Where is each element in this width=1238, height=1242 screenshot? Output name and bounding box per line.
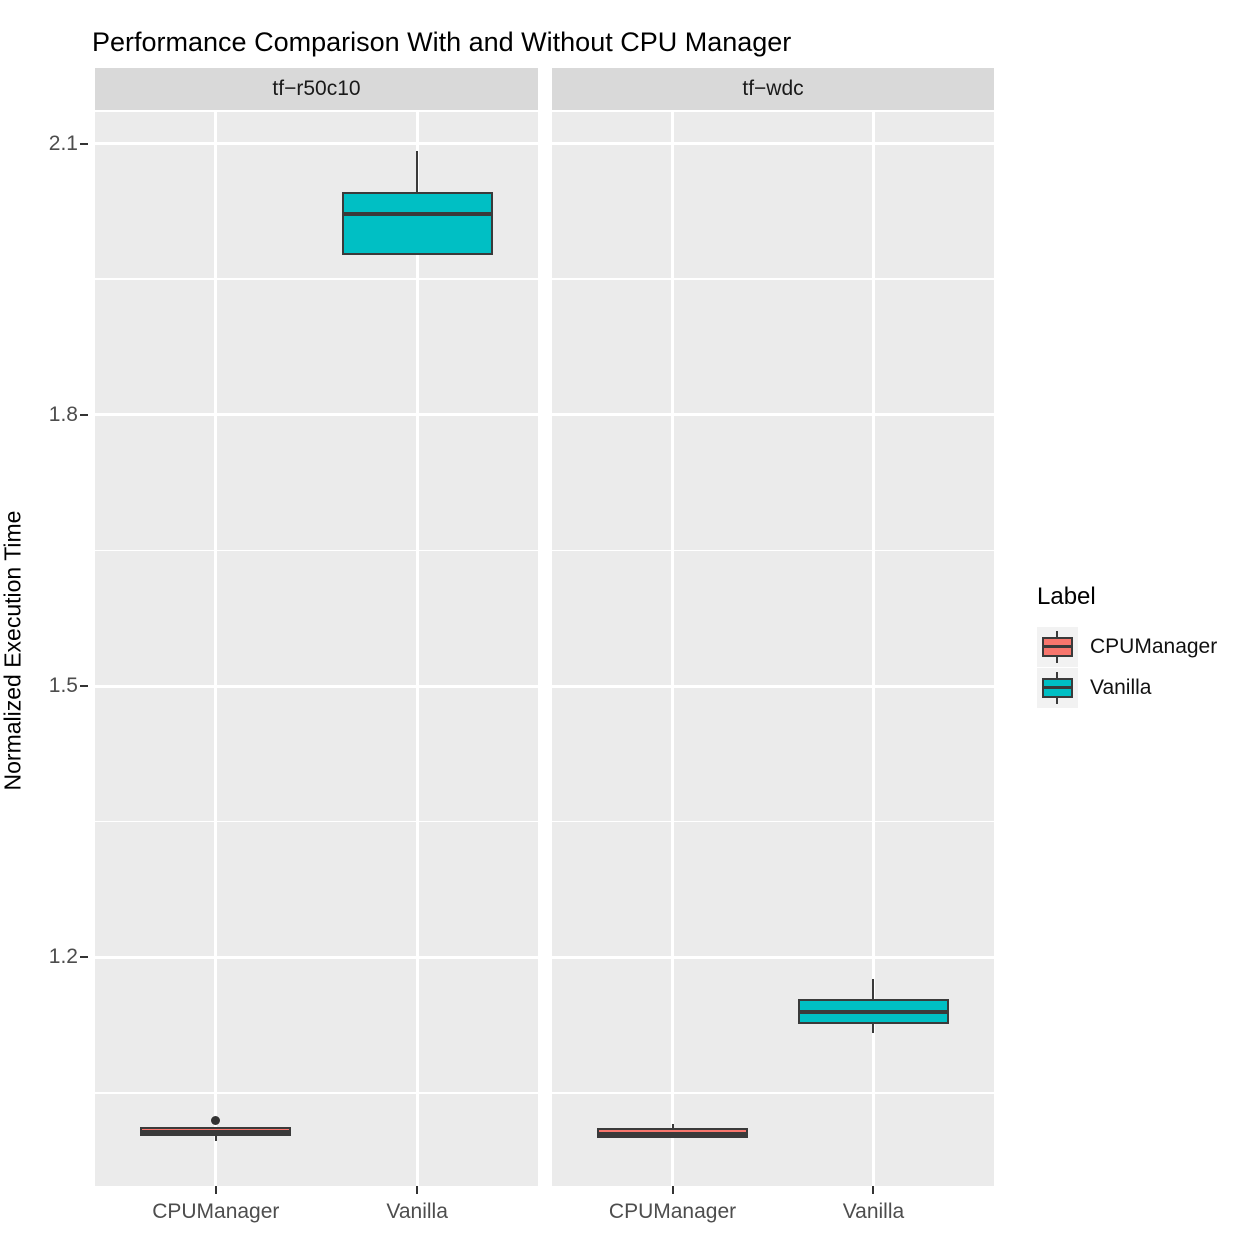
gridline-minor bbox=[95, 820, 538, 823]
chart-title: Performance Comparison With and Without … bbox=[92, 27, 792, 57]
legend-key bbox=[1037, 668, 1078, 708]
x-tick-mark bbox=[416, 1186, 419, 1194]
facet-strip-label: tf−wdc bbox=[742, 77, 804, 100]
x-tick-mark bbox=[872, 1186, 875, 1194]
y-tick-label: 2.1 bbox=[48, 131, 78, 155]
y-tick-label: 1.8 bbox=[48, 402, 78, 426]
gridline-vertical bbox=[415, 112, 419, 1186]
y-tick-mark bbox=[80, 142, 88, 145]
x-tick-mark bbox=[671, 1186, 674, 1194]
facet-strip: tf−wdc bbox=[552, 68, 994, 110]
legend-entries: CPUManager Vanilla bbox=[1037, 627, 1217, 708]
legend: Label CPUManager Vanilla bbox=[1037, 583, 1217, 709]
y-tick-label: 1.2 bbox=[48, 945, 78, 969]
legend-entry: CPUManager bbox=[1037, 627, 1217, 667]
gridline-minor bbox=[95, 1092, 538, 1094]
gridline-major bbox=[95, 955, 538, 959]
gridline-major bbox=[95, 142, 538, 146]
boxplot-whisker-lower bbox=[214, 1136, 217, 1141]
y-tick-label: 1.5 bbox=[48, 674, 78, 698]
x-tick-label: CPUManager bbox=[152, 1200, 280, 1223]
facet-panel bbox=[95, 112, 538, 1186]
gridline-vertical bbox=[671, 112, 675, 1186]
gridline-minor bbox=[95, 278, 538, 280]
boxplot-median bbox=[798, 1010, 949, 1015]
facet-strip: tf−r50c10 bbox=[95, 68, 538, 110]
gridline-major bbox=[552, 955, 994, 959]
gridline-minor bbox=[552, 1092, 994, 1094]
x-tick-label: Vanilla bbox=[386, 1200, 448, 1223]
boxplot-median bbox=[341, 212, 493, 217]
boxplot-median bbox=[140, 1129, 292, 1134]
gridline-minor bbox=[95, 549, 538, 552]
legend-key bbox=[1037, 627, 1078, 667]
legend-title: Label bbox=[1037, 583, 1096, 610]
legend-label: CPUManager bbox=[1090, 635, 1218, 658]
gridline-major bbox=[552, 142, 994, 146]
legend-label: Vanilla bbox=[1090, 676, 1152, 699]
legend-key-median bbox=[1042, 686, 1073, 689]
legend-key-median bbox=[1042, 645, 1073, 648]
x-tick-mark bbox=[214, 1186, 217, 1194]
gridline-vertical bbox=[871, 112, 875, 1186]
boxplot-whisker-upper bbox=[671, 1123, 674, 1129]
gridline-minor bbox=[552, 278, 994, 280]
x-tick-label: Vanilla bbox=[842, 1200, 905, 1223]
gridline-minor bbox=[552, 549, 994, 552]
x-tick-label: CPUManager bbox=[608, 1200, 737, 1223]
boxplot-median bbox=[597, 1131, 748, 1136]
boxplot-box bbox=[341, 191, 493, 255]
gridline-major bbox=[552, 413, 994, 417]
boxplot-whisker-lower bbox=[872, 1024, 875, 1034]
y-tick-mark bbox=[80, 413, 88, 416]
boxplot-whisker-upper bbox=[872, 978, 875, 999]
gridline-vertical bbox=[214, 112, 218, 1186]
legend-entry: Vanilla bbox=[1037, 668, 1217, 708]
gridline-major bbox=[95, 413, 538, 417]
facet-strip-label: tf−r50c10 bbox=[272, 77, 361, 100]
y-tick-mark bbox=[80, 956, 88, 959]
boxplot-whisker-upper bbox=[416, 150, 419, 192]
gridline-major bbox=[95, 684, 538, 688]
y-tick-mark bbox=[80, 685, 88, 688]
outlier-point bbox=[211, 1115, 221, 1125]
gridline-minor bbox=[552, 820, 994, 823]
gridline-major bbox=[552, 684, 994, 688]
facet-panel bbox=[552, 112, 994, 1186]
y-axis-title: Normalized Execution Time bbox=[0, 510, 26, 791]
